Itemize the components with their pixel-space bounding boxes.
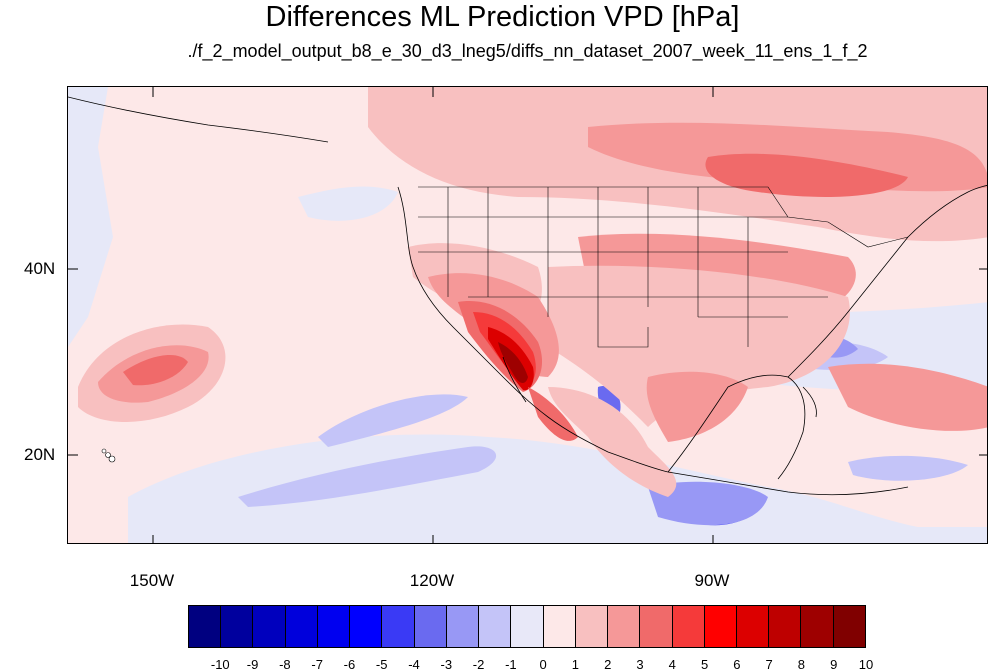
colorbar-label: 0 [539,657,547,672]
colorbar-label: -2 [472,657,485,672]
colorbar-box [833,606,865,647]
contour-blue-caribbean [648,481,768,526]
colorbar-label: -8 [279,657,291,672]
colorbar-label: -4 [408,657,420,672]
colorbar-label: -10 [210,657,230,672]
lat-tick-40n: 40N [24,259,56,278]
colorbar-box [446,606,480,647]
contour-lightblue-west-pacific [68,87,113,347]
colorbar-box [350,606,383,647]
plot-title: Differences ML Prediction VPD [hPa] [265,1,740,33]
colorbar-box [382,606,415,647]
vpd-difference-field [68,87,987,543]
colorbar-box [543,606,576,647]
colorbar-label: -1 [505,657,517,672]
contour-red-canada [705,153,908,197]
colorbar-box [736,606,770,647]
map-panel [67,86,988,544]
contour-maroon-baja [498,342,528,383]
colorbar-box [672,606,705,647]
hawaii-islands [101,448,116,463]
contour-salmon-atlantic [828,363,987,431]
colorbar-box [253,606,286,647]
contour-blue-pacific-band [238,446,497,507]
colorbar-label: 6 [733,657,741,672]
colorbar-label: 2 [604,657,612,672]
colorbar-label: 10 [858,657,874,672]
contour-lightblue-north-pacific [298,186,398,221]
lon-tick-150w: 150W [129,571,175,590]
colorbar-label: 9 [830,657,838,672]
colorbar-label: 4 [668,657,676,672]
lon-tick-120w: 120W [409,571,455,590]
colorbar-box [608,606,641,647]
lon-tick-90w: 90W [694,571,730,590]
colorbar-box [479,606,512,647]
contour-lightblue-south-pacific [128,434,987,543]
colorbar-label: -5 [375,657,388,672]
colorbar-box [640,606,673,647]
colorbar-label: 1 [571,657,580,672]
contour-red-mexico-west [528,387,578,441]
colorbar-label: 8 [797,657,806,672]
colorbar-label: -3 [440,657,453,672]
colorbar-box [189,606,222,647]
plot-subtitle: ./f_2_model_output_b8_e_30_d3_lneg5/diff… [187,41,868,61]
colorbar-label: 7 [765,657,773,672]
contour-pink-us-south [548,265,850,427]
colorbar [188,605,866,648]
contour-pink-mexico [548,387,677,497]
colorbar-label: -6 [343,657,356,672]
colorbar-label: 5 [700,657,709,672]
colorbar-box [575,606,609,647]
contour-blue-hawaii-south [318,394,468,447]
colorbar-box [285,606,318,647]
axis-ticks [68,87,987,543]
colorbar-box [801,606,834,647]
colorbar-box [704,606,737,647]
colorbar-box [317,606,351,647]
lat-tick-20n: 20N [24,445,56,464]
state-boundaries [418,186,909,348]
contour-blue-east-atlantic [848,455,968,481]
coastlines [68,96,987,496]
colorbar-box [414,606,447,647]
colorbar-label: -9 [246,657,259,672]
contour-red-hawaii-region [123,354,188,386]
colorbar-label: 3 [636,657,644,672]
colorbar-label: -7 [311,657,323,672]
contour-salmon-gulf-coast [646,371,748,442]
colorbar-box [769,606,802,647]
colorbar-box [511,606,544,647]
colorbar-box [221,606,254,647]
